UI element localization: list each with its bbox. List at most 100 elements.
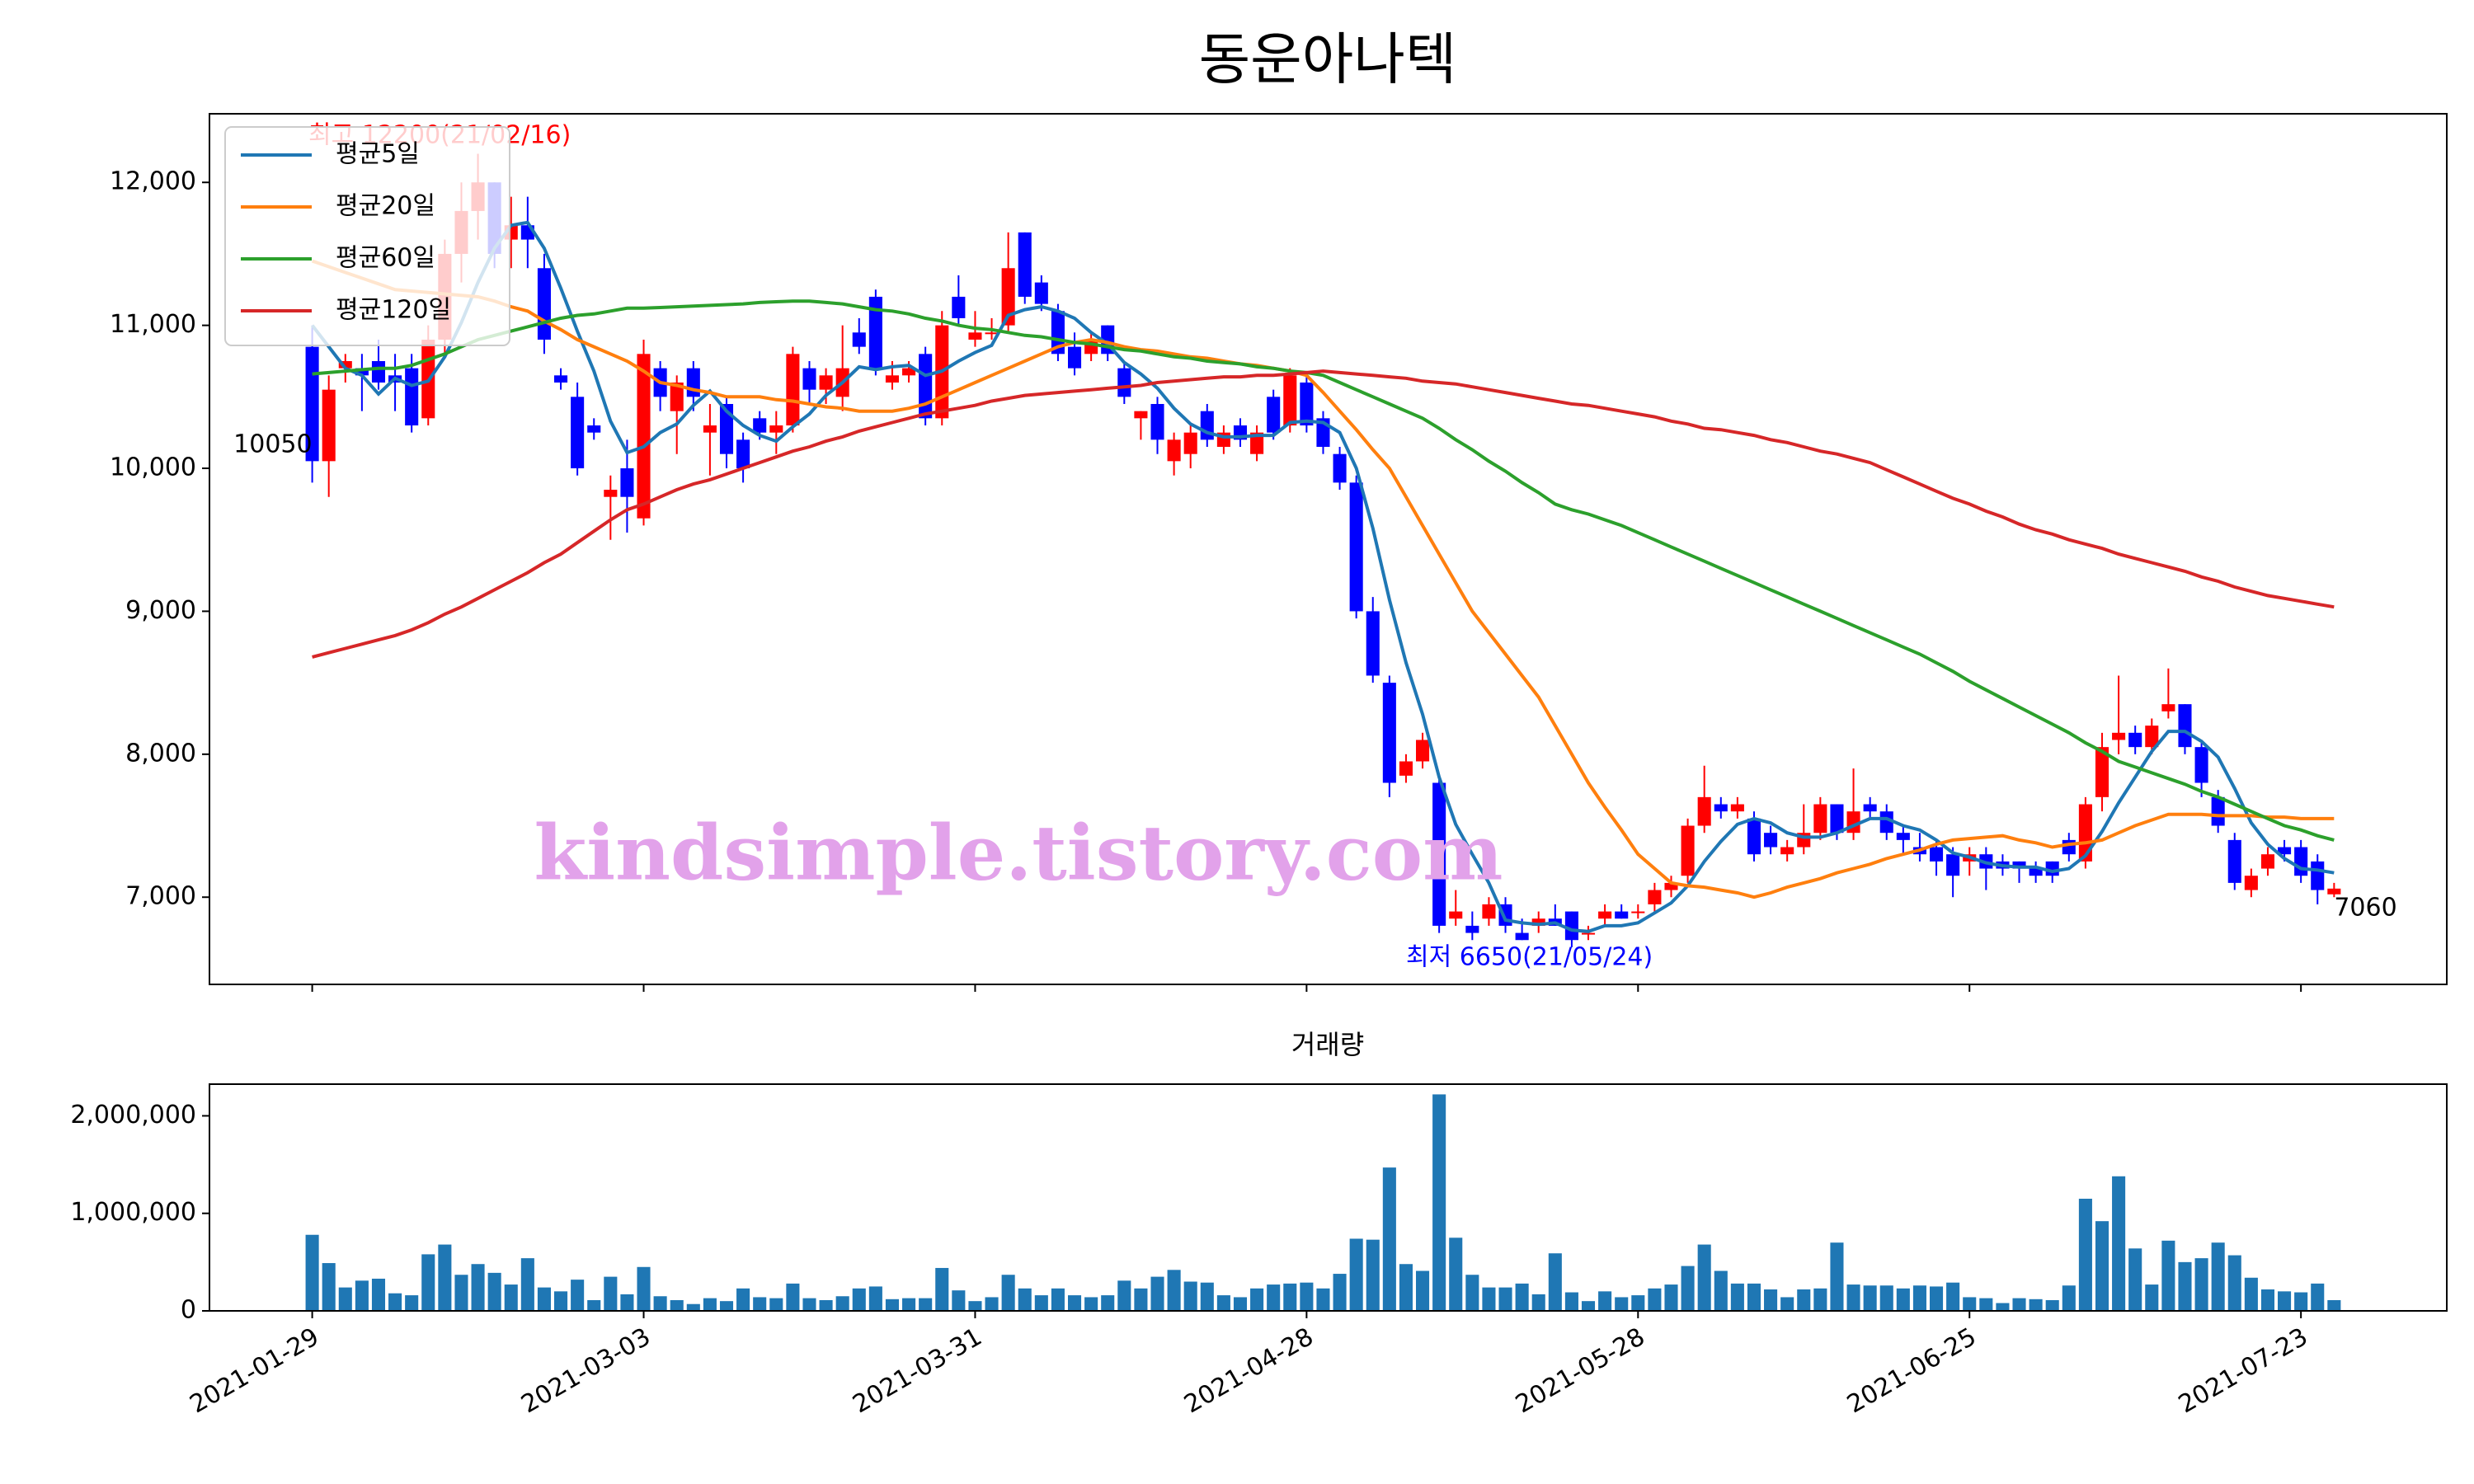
candle-body <box>587 425 601 433</box>
volume-bar <box>2327 1299 2341 1311</box>
candle-body <box>2278 847 2292 855</box>
candle-body <box>1664 882 1678 890</box>
y-tick-label: 11,000 <box>110 310 196 339</box>
candle-body <box>2327 888 2341 895</box>
volume-bar <box>1996 1303 2010 1311</box>
candle-body <box>1001 268 1015 326</box>
volume-bar <box>1382 1167 1396 1311</box>
volume-bar <box>1929 1286 1944 1311</box>
candle-body <box>2260 854 2274 869</box>
candle-body <box>371 360 386 383</box>
candle-body <box>1250 432 1264 454</box>
candle-body <box>1631 911 1645 913</box>
volume-bar <box>2012 1298 2026 1311</box>
candle-body <box>571 397 585 469</box>
candle-body <box>786 354 800 426</box>
candle-body <box>2128 732 2142 748</box>
legend-label: 평균5일 <box>336 140 420 169</box>
candle-body <box>637 354 651 519</box>
volume-bar <box>2227 1255 2241 1311</box>
volume-bar <box>322 1263 336 1311</box>
y-tick-label: 7,000 <box>125 882 196 911</box>
y-tick-label: 0 <box>181 1296 196 1325</box>
volume-bar <box>388 1293 402 1311</box>
volume-bar <box>471 1264 485 1311</box>
volume-bar <box>1316 1288 1330 1311</box>
candle-body <box>1300 382 1314 426</box>
ma-line <box>311 259 2335 899</box>
volume-bar <box>2278 1291 2292 1311</box>
volume-bar <box>1482 1287 1496 1311</box>
candle-body <box>1564 911 1578 941</box>
candle-body <box>1432 782 1446 926</box>
volume-bar <box>1051 1288 1065 1311</box>
volume-bar <box>1300 1282 1314 1311</box>
volume-bar <box>2161 1240 2175 1311</box>
volume-bar <box>1150 1276 1164 1311</box>
volume-bar <box>438 1244 452 1311</box>
candle-body <box>1813 804 1827 834</box>
volume-bar <box>1797 1289 1811 1311</box>
first-close-label: 10050 <box>233 430 312 459</box>
volume-bar <box>1349 1238 1363 1311</box>
volume-bar <box>2095 1221 2109 1311</box>
candle-body <box>2078 804 2092 862</box>
legend-label: 평균120일 <box>336 296 451 325</box>
volume-bar <box>504 1284 518 1311</box>
plot-frame <box>209 1083 2448 1312</box>
volume-bar <box>2294 1292 2308 1311</box>
volume-bar <box>338 1287 352 1311</box>
volume-bar <box>2178 1261 2192 1311</box>
volume-bar <box>2194 1258 2208 1311</box>
volume-bar <box>1515 1283 1529 1311</box>
annotation: 최저 6650(21/05/24) <box>1406 943 1653 972</box>
candle-body <box>1134 411 1148 419</box>
candle-body <box>1764 833 1778 848</box>
volume-bar <box>902 1298 916 1311</box>
candle-body <box>322 389 336 462</box>
volume-bar <box>670 1299 684 1311</box>
volume-bar <box>487 1272 501 1311</box>
volume-bar <box>305 1234 319 1311</box>
volume-bar <box>1067 1295 1082 1311</box>
candle-body <box>2211 796 2225 826</box>
candle-body <box>2161 704 2175 711</box>
volume-bar <box>1167 1270 1181 1311</box>
volume-bar <box>1946 1282 1960 1311</box>
ma-line <box>312 369 2335 659</box>
ma-line <box>311 220 2335 933</box>
y-tick-label: 12,000 <box>110 167 196 196</box>
volume-bar <box>1681 1266 1695 1311</box>
volume-bar <box>1564 1292 1578 1311</box>
candle-body <box>338 360 352 369</box>
candle-body <box>1681 825 1695 876</box>
candle-body <box>1648 890 1662 904</box>
y-tick-label: 8,000 <box>125 739 196 768</box>
candle-body <box>2012 861 2026 869</box>
candle-body <box>2227 839 2241 883</box>
volume-bar <box>1963 1297 1977 1311</box>
volume-bar <box>802 1298 816 1311</box>
volume-bar <box>355 1280 369 1311</box>
volume-bar <box>852 1288 866 1311</box>
volume-bar <box>1233 1297 1248 1311</box>
legend-label: 평균20일 <box>336 192 435 221</box>
volume-bar <box>1846 1284 1860 1311</box>
candle-body <box>2029 868 2043 876</box>
candle-body <box>1051 311 1065 355</box>
candle-body <box>703 425 717 433</box>
candle-body <box>305 346 319 462</box>
volume-bar <box>919 1298 933 1311</box>
candle-body <box>604 490 618 497</box>
volume-bar <box>1648 1288 1662 1311</box>
volume-bar <box>2112 1176 2126 1311</box>
volume-bar <box>1183 1281 1197 1311</box>
plot-frame <box>209 113 2448 985</box>
volume-bar <box>1548 1253 1562 1311</box>
ma-line <box>312 299 2335 842</box>
candle-body <box>852 332 866 347</box>
volume-bar <box>2244 1277 2258 1311</box>
volume-bar <box>1531 1294 1545 1311</box>
volume-bar <box>2078 1198 2092 1311</box>
candle-body <box>1183 432 1197 454</box>
